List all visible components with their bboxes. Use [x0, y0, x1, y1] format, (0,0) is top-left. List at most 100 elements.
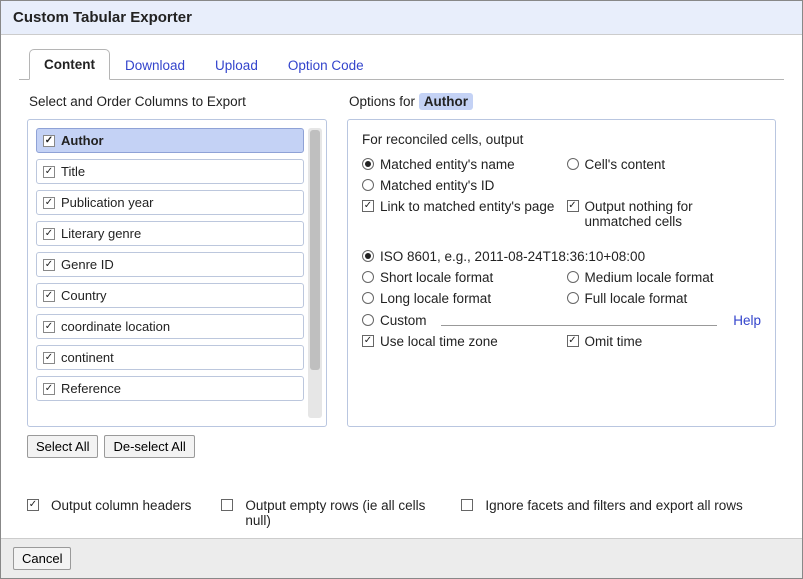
radio-icon [362, 179, 374, 191]
column-item-publication-year[interactable]: ✓ Publication year [36, 190, 304, 215]
checkbox-output-nothing[interactable]: ✓ Output nothing for unmatched cells [567, 199, 762, 229]
help-link[interactable]: Help [733, 313, 761, 328]
columns-panel: Select and Order Columns to Export ✓ Aut… [27, 94, 327, 484]
column-item-genre-id[interactable]: ✓ Genre ID [36, 252, 304, 277]
tab-option-code[interactable]: Option Code [273, 50, 379, 80]
radio-label: Custom [380, 313, 427, 328]
recon-section-title: For reconciled cells, output [362, 132, 761, 147]
radio-long-locale[interactable]: Long locale format [362, 291, 557, 306]
radio-label: Long locale format [380, 291, 491, 306]
tab-content[interactable]: Content [29, 49, 110, 80]
checkbox-icon: ✓ [362, 335, 374, 347]
column-label: coordinate location [61, 319, 170, 334]
radio-icon [567, 158, 579, 170]
column-item-continent[interactable]: ✓ continent [36, 345, 304, 370]
column-label: Literary genre [61, 226, 141, 241]
column-item-reference[interactable]: ✓ Reference [36, 376, 304, 401]
radio-icon [567, 271, 579, 283]
column-item-coordinate-location[interactable]: ✓ coordinate location [36, 314, 304, 339]
column-label: Country [61, 288, 107, 303]
radio-label: Short locale format [380, 270, 493, 285]
checkbox-label: Output nothing for unmatched cells [585, 199, 762, 229]
global-options: ✓ Output column headers Output empty row… [27, 498, 776, 528]
checkbox-icon[interactable]: ✓ [43, 135, 55, 147]
column-label: Title [61, 164, 85, 179]
cancel-button[interactable]: Cancel [13, 547, 71, 570]
checkbox-icon [461, 499, 473, 511]
export-dialog: Custom Tabular Exporter Content Download… [0, 0, 803, 579]
checkbox-label: Use local time zone [380, 334, 498, 349]
tab-content-panel: Select and Order Columns to Export ✓ Aut… [19, 80, 784, 528]
radio-label: Matched entity's name [380, 157, 515, 172]
column-item-literary-genre[interactable]: ✓ Literary genre [36, 221, 304, 246]
tabs: Content Download Upload Option Code [19, 49, 784, 80]
radio-icon [362, 158, 374, 170]
custom-format-input[interactable] [441, 312, 718, 326]
column-item-country[interactable]: ✓ Country [36, 283, 304, 308]
radio-label: Matched entity's ID [380, 178, 494, 193]
checkbox-icon: ✓ [362, 200, 374, 212]
checkbox-icon[interactable]: ✓ [43, 259, 55, 271]
checkbox-output-empty-rows[interactable]: Output empty rows (ie all cells null) [221, 498, 431, 528]
checkbox-link-entity[interactable]: ✓ Link to matched entity's page [362, 199, 557, 229]
checkbox-icon[interactable]: ✓ [43, 352, 55, 364]
radio-icon [362, 250, 374, 262]
checkbox-icon[interactable]: ✓ [43, 166, 55, 178]
dialog-body: Content Download Upload Option Code Sele… [1, 35, 802, 538]
checkbox-label: Omit time [585, 334, 643, 349]
checkbox-label: Output column headers [51, 498, 191, 513]
column-item-author[interactable]: ✓ Author [36, 128, 304, 153]
radio-matched-id[interactable]: Matched entity's ID [362, 178, 557, 193]
radio-label: Medium locale format [585, 270, 714, 285]
column-list: ✓ Author ✓ Title ✓ Publication year [36, 128, 304, 418]
dialog-title: Custom Tabular Exporter [1, 1, 802, 35]
radio-icon [567, 292, 579, 304]
checkbox-icon[interactable]: ✓ [43, 321, 55, 333]
tab-upload[interactable]: Upload [200, 50, 273, 80]
column-label: Author [61, 133, 104, 148]
checkbox-output-headers[interactable]: ✓ Output column headers [27, 498, 191, 513]
options-heading: Options for Author [349, 94, 776, 109]
radio-icon [362, 292, 374, 304]
checkbox-local-tz[interactable]: ✓ Use local time zone [362, 334, 557, 349]
radio-iso8601[interactable]: ISO 8601, e.g., 2011-08-24T18:36:10+08:0… [362, 249, 761, 264]
column-item-title[interactable]: ✓ Title [36, 159, 304, 184]
radio-medium-locale[interactable]: Medium locale format [567, 270, 762, 285]
tab-download[interactable]: Download [110, 50, 200, 80]
checkbox-icon: ✓ [27, 499, 39, 511]
radio-label: Cell's content [585, 157, 666, 172]
checkbox-label: Link to matched entity's page [380, 199, 554, 214]
column-label: Genre ID [61, 257, 114, 272]
column-list-scrollbar[interactable] [308, 128, 322, 418]
radio-short-locale[interactable]: Short locale format [362, 270, 557, 285]
checkbox-icon: ✓ [567, 200, 579, 212]
deselect-all-button[interactable]: De-select All [104, 435, 194, 458]
checkbox-label: Output empty rows (ie all cells null) [245, 498, 431, 528]
checkbox-icon[interactable]: ✓ [43, 290, 55, 302]
column-label: Publication year [61, 195, 154, 210]
radio-label: Full locale format [585, 291, 688, 306]
select-all-button[interactable]: Select All [27, 435, 98, 458]
dialog-footer: Cancel [1, 538, 802, 578]
checkbox-omit-time[interactable]: ✓ Omit time [567, 334, 762, 349]
checkbox-ignore-facets[interactable]: Ignore facets and filters and export all… [461, 498, 742, 513]
radio-custom[interactable]: Custom [362, 313, 427, 328]
checkbox-icon [221, 499, 233, 511]
column-label: continent [61, 350, 114, 365]
checkbox-icon: ✓ [567, 335, 579, 347]
options-heading-column: Author [419, 93, 473, 110]
options-box: For reconciled cells, output Matched ent… [347, 119, 776, 427]
checkbox-icon[interactable]: ✓ [43, 228, 55, 240]
checkbox-icon[interactable]: ✓ [43, 197, 55, 209]
radio-full-locale[interactable]: Full locale format [567, 291, 762, 306]
radio-icon [362, 314, 374, 326]
checkbox-label: Ignore facets and filters and export all… [485, 498, 742, 513]
checkbox-icon[interactable]: ✓ [43, 383, 55, 395]
columns-heading: Select and Order Columns to Export [29, 94, 327, 109]
options-heading-prefix: Options for [349, 94, 415, 109]
column-list-container: ✓ Author ✓ Title ✓ Publication year [27, 119, 327, 427]
radio-matched-name[interactable]: Matched entity's name [362, 157, 557, 172]
scrollbar-thumb[interactable] [310, 130, 320, 370]
radio-icon [362, 271, 374, 283]
radio-cell-content[interactable]: Cell's content [567, 157, 762, 172]
